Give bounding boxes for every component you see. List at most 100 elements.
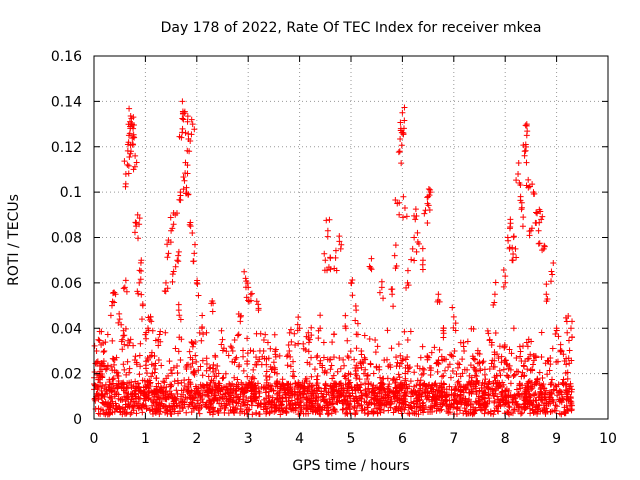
data-point-1389 bbox=[402, 377, 409, 384]
data-point-1984 bbox=[310, 408, 317, 415]
data-point-2972 bbox=[476, 359, 483, 366]
data-point-1933 bbox=[490, 379, 497, 386]
data-point-2311 bbox=[115, 391, 122, 398]
data-point-2018 bbox=[121, 410, 128, 417]
data-point-1736 bbox=[109, 367, 116, 374]
data-point-390 bbox=[428, 349, 435, 356]
data-point-312 bbox=[235, 331, 242, 338]
data-point-3003 bbox=[510, 233, 517, 240]
data-point-2743 bbox=[179, 125, 186, 132]
data-point-2974 bbox=[477, 367, 484, 374]
data-point-1263 bbox=[169, 370, 176, 377]
data-point-2714 bbox=[164, 241, 171, 248]
data-point-407 bbox=[421, 366, 428, 373]
data-point-1779 bbox=[192, 352, 199, 359]
data-point-2505 bbox=[291, 330, 298, 337]
data-point-725 bbox=[388, 345, 395, 352]
data-point-2798 bbox=[219, 347, 226, 354]
data-point-175 bbox=[329, 375, 336, 382]
data-point-1425 bbox=[327, 383, 334, 390]
data-point-1848 bbox=[523, 394, 530, 401]
data-point-2309 bbox=[215, 410, 222, 417]
data-point-686 bbox=[372, 349, 379, 356]
data-point-2185 bbox=[530, 398, 537, 405]
data-point-2436 bbox=[472, 385, 479, 392]
data-point-2097 bbox=[292, 380, 299, 387]
data-point-2683 bbox=[136, 221, 143, 228]
data-point-2787 bbox=[194, 281, 201, 288]
y-tick-label-4: 0.08 bbox=[51, 231, 82, 247]
data-point-2964 bbox=[450, 313, 457, 320]
data-point-2290 bbox=[416, 365, 423, 372]
data-point-2462 bbox=[231, 410, 238, 417]
data-point-2460 bbox=[477, 406, 484, 413]
data-point-1198 bbox=[223, 383, 230, 390]
data-point-2481 bbox=[468, 381, 475, 388]
data-point-2217 bbox=[390, 375, 397, 382]
data-point-2069 bbox=[549, 376, 556, 383]
data-point-530 bbox=[485, 409, 492, 416]
data-point-1408 bbox=[174, 391, 181, 398]
data-point-2379 bbox=[382, 394, 389, 401]
data-point-2269 bbox=[174, 377, 181, 384]
data-point-567 bbox=[199, 372, 206, 379]
data-point-830 bbox=[345, 354, 352, 361]
data-point-1349 bbox=[558, 391, 565, 398]
data-point-2510 bbox=[378, 385, 385, 392]
data-point-2119 bbox=[386, 388, 393, 395]
data-point-2818 bbox=[246, 298, 253, 305]
data-point-2303 bbox=[218, 400, 225, 407]
data-point-2548 bbox=[143, 402, 149, 409]
data-point-2518 bbox=[554, 358, 561, 365]
data-point-773 bbox=[264, 405, 271, 412]
data-point-2832 bbox=[286, 347, 293, 354]
data-point-998 bbox=[397, 352, 404, 359]
data-point-2585 bbox=[284, 384, 291, 391]
data-point-1069 bbox=[181, 383, 188, 390]
data-point-2999 bbox=[509, 244, 516, 251]
data-point-2800 bbox=[229, 347, 236, 354]
data-point-87 bbox=[317, 357, 324, 364]
data-point-1382 bbox=[313, 407, 320, 414]
data-point-2039 bbox=[246, 406, 253, 413]
data-point-1896 bbox=[342, 375, 349, 382]
data-point-2417 bbox=[176, 408, 183, 415]
data-point-2574 bbox=[283, 410, 290, 417]
data-point-1603 bbox=[283, 353, 290, 360]
data-point-397 bbox=[404, 354, 411, 361]
data-point-1906 bbox=[361, 406, 368, 413]
data-point-2165 bbox=[136, 404, 143, 411]
data-point-2373 bbox=[497, 372, 504, 379]
data-point-2205 bbox=[107, 395, 114, 402]
data-point-2828 bbox=[270, 359, 277, 366]
data-point-2413 bbox=[373, 397, 380, 404]
data-point-2010 bbox=[153, 383, 160, 390]
data-point-2504 bbox=[479, 388, 486, 395]
data-point-2048 bbox=[340, 406, 347, 413]
data-point-1629 bbox=[275, 389, 282, 396]
data-point-1118 bbox=[464, 338, 471, 345]
data-point-2293 bbox=[352, 364, 359, 371]
data-point-2284 bbox=[187, 394, 194, 401]
data-point-2543 bbox=[122, 389, 129, 396]
data-point-1908 bbox=[308, 373, 315, 380]
data-point-1110 bbox=[334, 368, 341, 375]
data-point-2735 bbox=[175, 301, 182, 308]
data-point-1893 bbox=[305, 329, 312, 336]
data-point-2982 bbox=[490, 301, 497, 308]
data-point-1454 bbox=[150, 398, 157, 405]
data-point-2448 bbox=[352, 368, 359, 375]
data-point-2914 bbox=[401, 117, 408, 124]
data-point-2137 bbox=[362, 380, 369, 387]
data-point-812 bbox=[155, 356, 162, 363]
data-point-3076 bbox=[567, 325, 574, 332]
data-point-995 bbox=[163, 407, 170, 414]
data-point-1150 bbox=[203, 355, 210, 362]
data-point-2717 bbox=[167, 239, 174, 246]
data-point-366 bbox=[356, 376, 363, 383]
data-point-1859 bbox=[149, 327, 156, 334]
data-point-1846 bbox=[414, 401, 421, 408]
data-point-1216 bbox=[418, 371, 425, 378]
data-point-1916 bbox=[491, 407, 498, 414]
data-point-2479 bbox=[526, 391, 533, 398]
